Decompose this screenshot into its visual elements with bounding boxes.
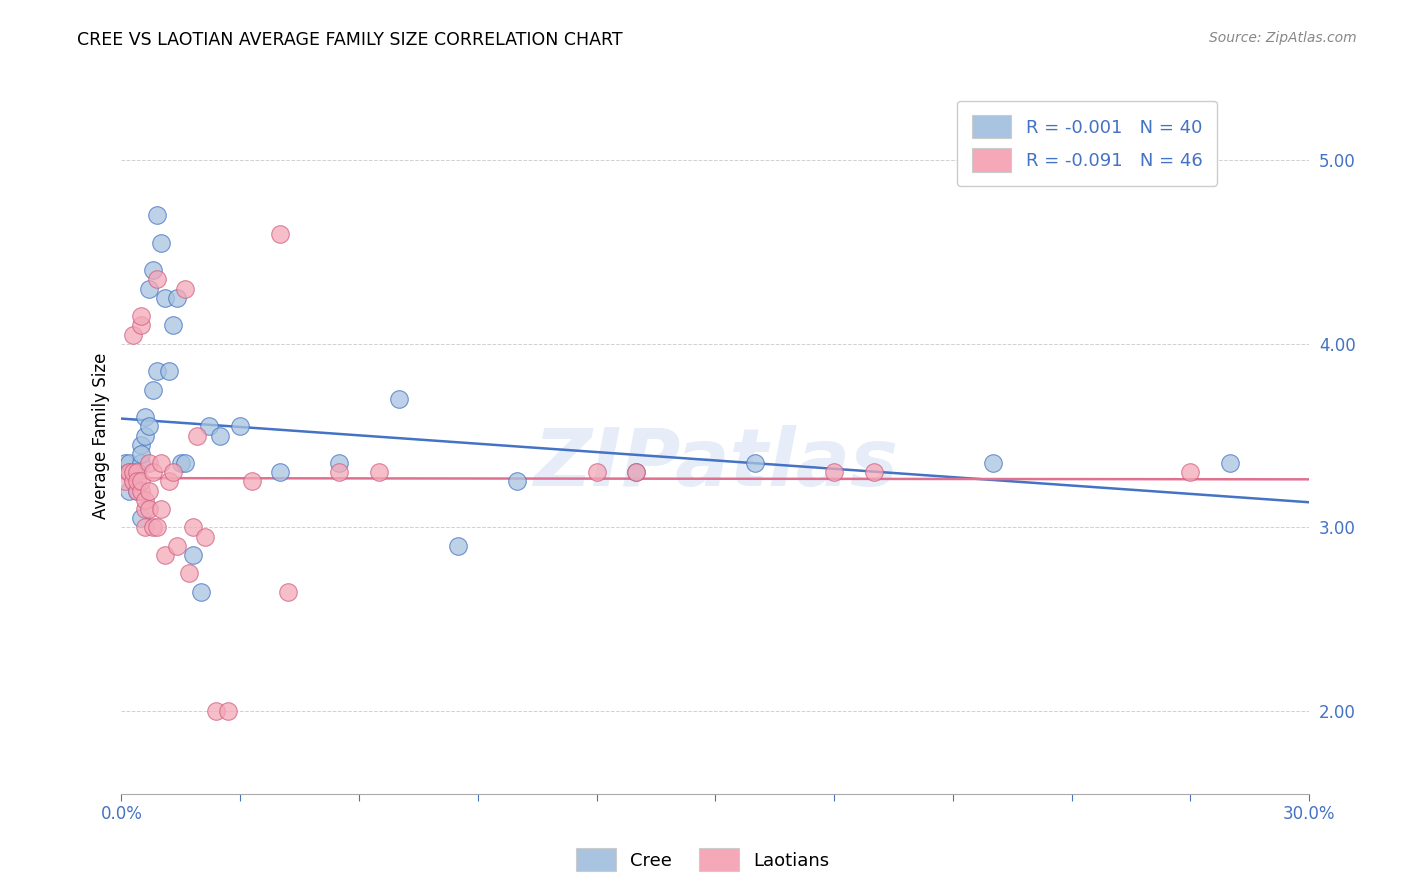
Point (506, 475, 529, 489)
Point (153, 291, 176, 305)
Point (173, 456, 195, 470)
Point (162, 465, 184, 479)
Point (138, 502, 160, 516)
Point (328, 465, 350, 479)
Point (146, 208, 169, 222)
Legend: Cree, Laotians: Cree, Laotians (569, 841, 837, 879)
Point (129, 318, 152, 333)
Point (170, 456, 193, 470)
Point (146, 520, 169, 534)
Point (127, 483, 149, 498)
Point (181, 548, 204, 562)
Point (585, 465, 607, 479)
Point (1219, 456, 1241, 470)
Point (129, 447, 152, 461)
Point (186, 428, 208, 442)
Point (447, 539, 470, 553)
Text: ZIPatlas: ZIPatlas (533, 425, 898, 503)
Point (142, 263, 165, 277)
Point (157, 475, 180, 489)
Point (823, 465, 845, 479)
Point (129, 456, 152, 470)
Point (134, 410, 156, 425)
Point (122, 475, 145, 489)
Point (127, 475, 149, 489)
Point (624, 465, 647, 479)
Point (166, 539, 188, 553)
Point (277, 584, 299, 599)
Point (118, 465, 141, 479)
Point (114, 475, 136, 489)
Point (134, 520, 156, 534)
Point (118, 483, 141, 498)
Point (142, 465, 165, 479)
Text: Source: ZipAtlas.com: Source: ZipAtlas.com (1209, 31, 1357, 45)
Point (240, 475, 263, 489)
Point (190, 584, 212, 599)
Point (862, 465, 884, 479)
Point (142, 520, 165, 534)
Point (122, 465, 145, 479)
Point (134, 502, 156, 516)
Point (217, 704, 239, 718)
Point (229, 419, 252, 434)
Point (205, 704, 228, 718)
Point (142, 383, 165, 397)
Point (134, 428, 156, 442)
Point (129, 438, 152, 452)
Point (744, 456, 766, 470)
Point (981, 456, 1004, 470)
Point (269, 227, 291, 241)
Point (129, 511, 152, 525)
Point (181, 520, 204, 534)
Point (197, 419, 219, 434)
Point (118, 465, 141, 479)
Point (157, 364, 180, 378)
Point (269, 465, 291, 479)
Point (146, 364, 169, 378)
Point (177, 566, 200, 581)
Text: CREE VS LAOTIAN AVERAGE FAMILY SIZE CORRELATION CHART: CREE VS LAOTIAN AVERAGE FAMILY SIZE CORR… (77, 31, 623, 49)
Point (387, 392, 409, 406)
Point (127, 465, 149, 479)
Point (624, 465, 647, 479)
Point (146, 272, 169, 286)
Point (122, 465, 145, 479)
Legend: R = -0.001   N = 40, R = -0.091   N = 46: R = -0.001 N = 40, R = -0.091 N = 46 (957, 101, 1218, 186)
Point (129, 475, 152, 489)
Point (150, 235, 173, 250)
Point (114, 456, 136, 470)
Point (129, 309, 152, 323)
Point (122, 475, 145, 489)
Y-axis label: Average Family Size: Average Family Size (93, 352, 110, 519)
Point (127, 483, 149, 498)
Point (138, 282, 160, 296)
Point (129, 483, 152, 498)
Point (150, 502, 173, 516)
Point (122, 327, 145, 342)
Point (138, 419, 160, 434)
Point (153, 548, 176, 562)
Point (118, 456, 141, 470)
Point (134, 492, 156, 507)
Point (367, 465, 389, 479)
Point (166, 291, 188, 305)
Point (209, 428, 232, 442)
Point (138, 456, 160, 470)
Point (173, 282, 195, 296)
Point (127, 465, 149, 479)
Point (150, 456, 173, 470)
Point (138, 483, 160, 498)
Point (328, 456, 350, 470)
Point (1180, 465, 1202, 479)
Point (194, 530, 217, 544)
Point (162, 318, 184, 333)
